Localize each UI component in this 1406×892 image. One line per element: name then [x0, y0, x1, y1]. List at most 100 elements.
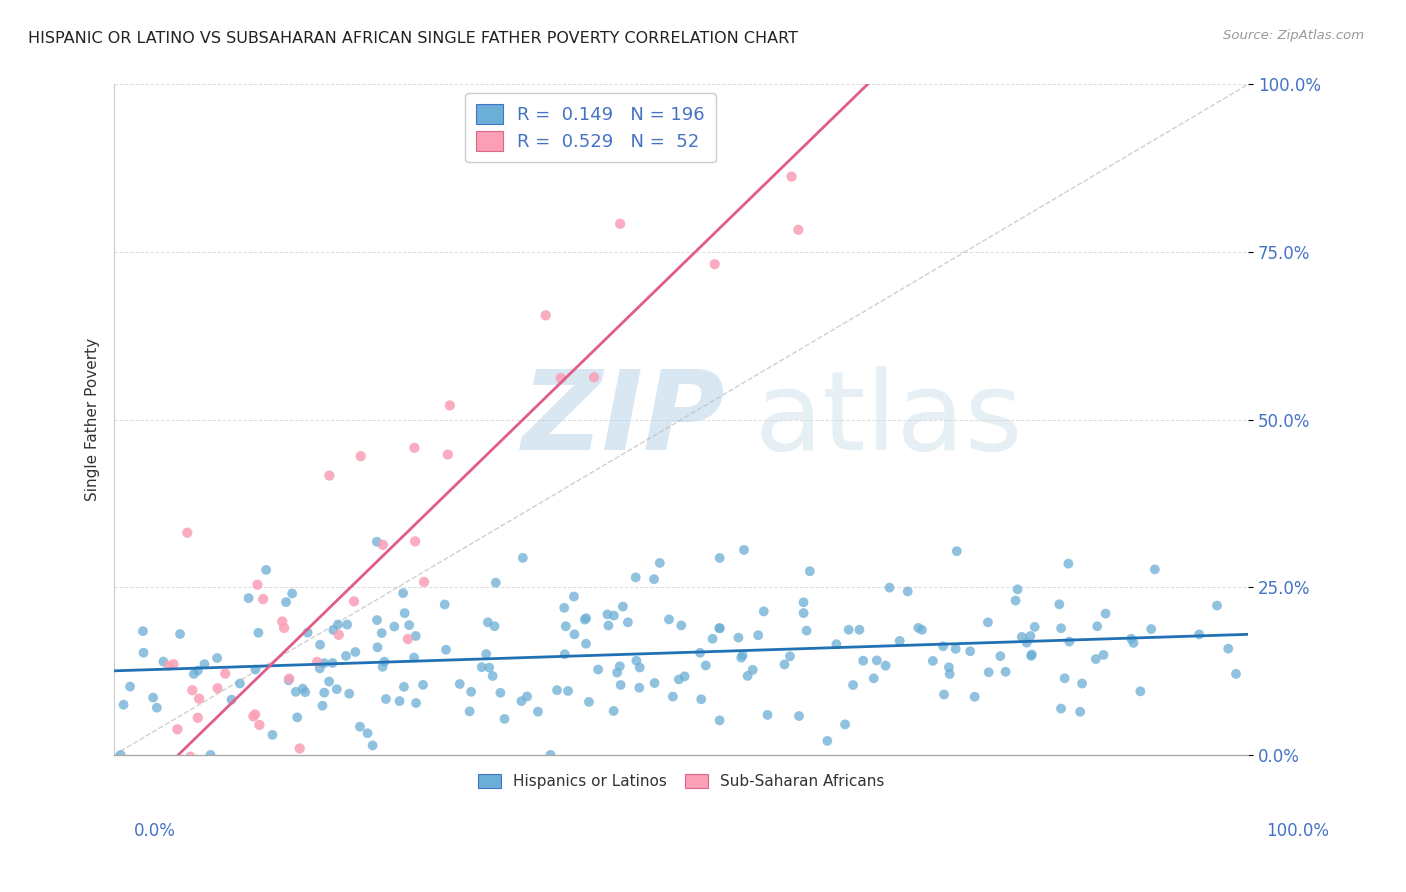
Point [187, 664, 209, 678]
Point [367, 640, 389, 655]
Point [602, 704, 624, 718]
Point [146, 700, 169, 714]
Point [911, 623, 934, 637]
Point [733, 543, 755, 558]
Point [1188, 627, 1211, 641]
Point [311, 698, 333, 713]
Point [1019, 648, 1042, 663]
Point [512, 550, 534, 565]
Point [1047, 597, 1070, 611]
Point [494, 712, 516, 726]
Point [169, 627, 191, 641]
Point [288, 741, 311, 756]
Point [689, 646, 711, 660]
Point [1129, 684, 1152, 698]
Point [938, 660, 960, 674]
Point [662, 690, 685, 704]
Point [612, 599, 634, 614]
Point [564, 627, 586, 641]
Point [792, 595, 814, 609]
Point [668, 673, 690, 687]
Point [412, 678, 434, 692]
Point [988, 649, 1011, 664]
Point [671, 618, 693, 632]
Point [538, 747, 561, 762]
Point [136, 768, 159, 782]
Point [562, 590, 585, 604]
Point [449, 677, 471, 691]
Point [489, 686, 512, 700]
Point [366, 613, 388, 627]
Point [318, 674, 340, 689]
Point [1085, 619, 1108, 633]
Point [181, 683, 204, 698]
Point [314, 685, 336, 699]
Point [373, 655, 395, 669]
Point [229, 676, 252, 690]
Point [546, 683, 568, 698]
Point [848, 623, 870, 637]
Point [439, 399, 461, 413]
Point [510, 694, 533, 708]
Point [335, 648, 357, 663]
Point [617, 615, 640, 630]
Point [183, 667, 205, 681]
Point [349, 720, 371, 734]
Point [471, 660, 494, 674]
Point [350, 449, 373, 463]
Point [485, 575, 508, 590]
Point [626, 654, 648, 668]
Point [394, 606, 416, 620]
Point [322, 656, 344, 670]
Point [596, 607, 619, 622]
Point [166, 723, 188, 737]
Point [773, 657, 796, 672]
Point [254, 563, 277, 577]
Point [1122, 636, 1144, 650]
Point [336, 617, 359, 632]
Point [875, 658, 897, 673]
Point [963, 690, 986, 704]
Point [322, 623, 344, 637]
Point [628, 660, 651, 674]
Point [247, 625, 270, 640]
Point [756, 707, 779, 722]
Point [703, 257, 725, 271]
Point [598, 618, 620, 632]
Point [188, 691, 211, 706]
Point [110, 747, 132, 762]
Point [307, 655, 329, 669]
Point [477, 615, 499, 630]
Point [1015, 635, 1038, 649]
Point [382, 619, 405, 633]
Point [709, 550, 731, 565]
Point [574, 613, 596, 627]
Point [554, 619, 576, 633]
Point [554, 647, 576, 661]
Point [747, 628, 769, 642]
Point [624, 570, 647, 584]
Point [709, 621, 731, 635]
Point [527, 705, 550, 719]
Point [328, 628, 350, 642]
Point [889, 634, 911, 648]
Point [553, 600, 575, 615]
Point [398, 618, 420, 632]
Point [366, 534, 388, 549]
Point [481, 669, 503, 683]
Point [658, 612, 681, 626]
Point [309, 638, 332, 652]
Point [314, 656, 336, 670]
Point [862, 671, 884, 685]
Point [252, 592, 274, 607]
Point [575, 637, 598, 651]
Point [799, 564, 821, 578]
Point [277, 673, 299, 688]
Point [326, 682, 349, 697]
Point [205, 651, 228, 665]
Point [932, 640, 955, 654]
Point [181, 800, 204, 814]
Point [179, 749, 201, 764]
Point [609, 659, 631, 673]
Point [1050, 621, 1073, 635]
